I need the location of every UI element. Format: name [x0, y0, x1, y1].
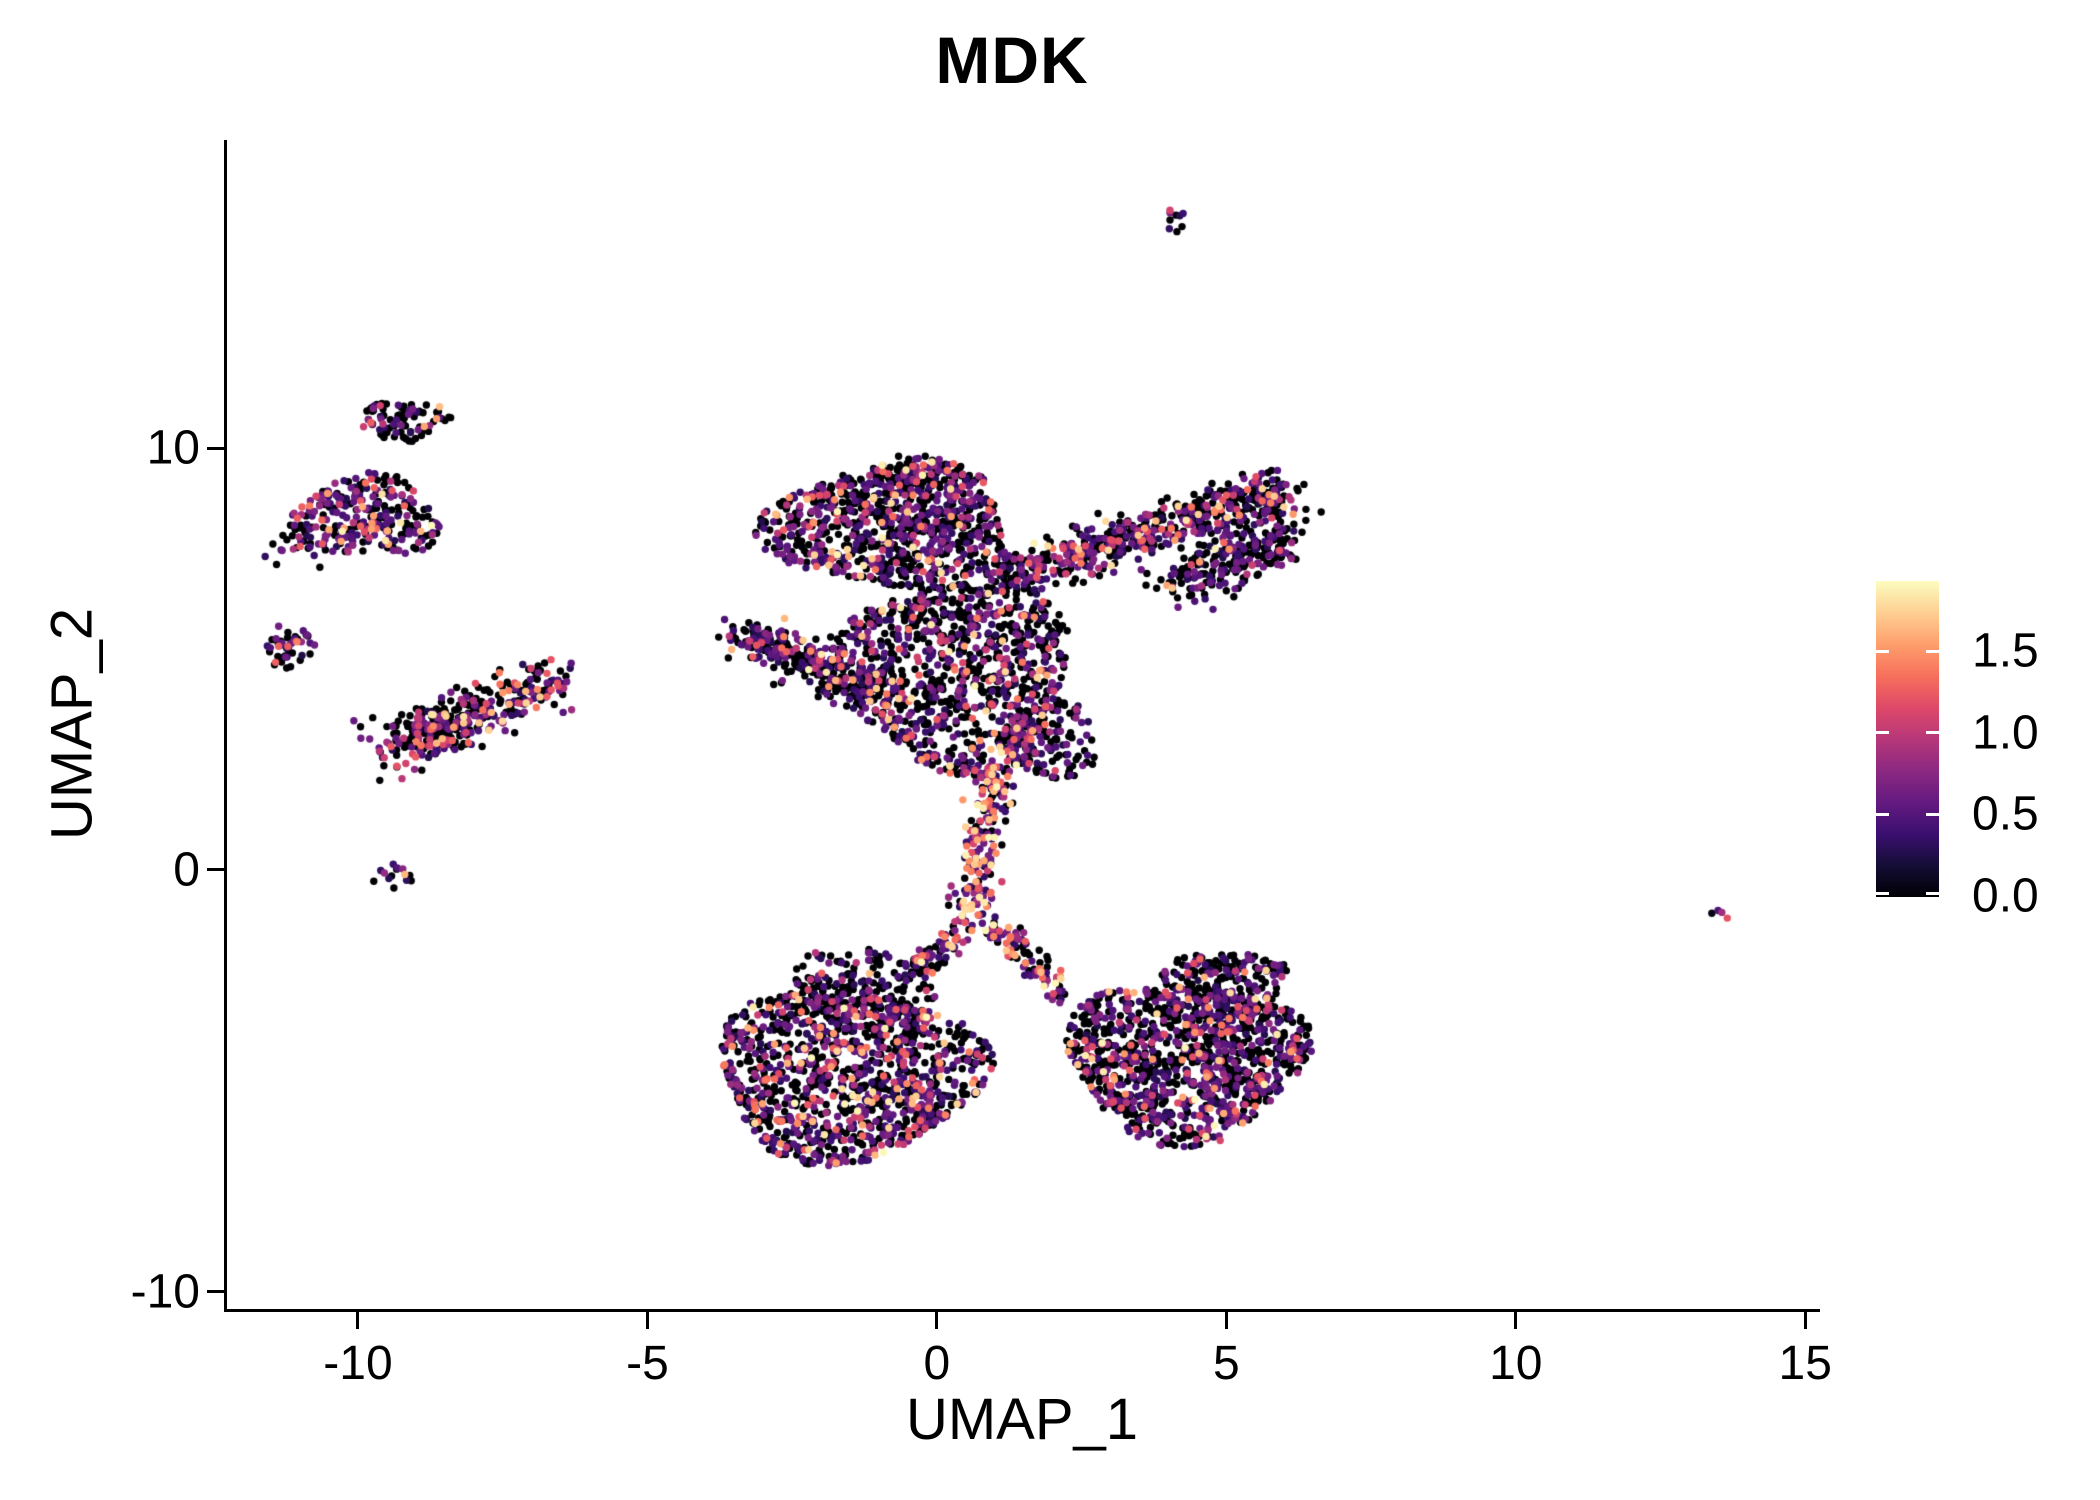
colorbar-tick-label: 0.0: [1972, 869, 2039, 923]
x-axis-line: [224, 1309, 1820, 1312]
colorbar-tick-dash: [1926, 891, 1939, 895]
x-tick-label: -5: [626, 1337, 669, 1390]
x-tick-mark: [1514, 1312, 1518, 1329]
colorbar-tick-dash: [1926, 649, 1939, 653]
x-tick-mark: [1803, 1312, 1807, 1329]
x-axis-title: UMAP_1: [905, 1387, 1139, 1452]
colorbar-tick-dash: [1876, 891, 1889, 895]
x-tick-mark: [935, 1312, 939, 1329]
y-tick-mark: [207, 446, 224, 450]
colorbar-tick-label: 0.5: [1972, 787, 2039, 841]
colorbar-tick-dash: [1926, 731, 1939, 735]
colorbar-gradient: [1876, 581, 1939, 897]
y-tick-label: 10: [146, 421, 200, 475]
x-tick-label: 15: [1778, 1337, 1832, 1390]
x-tick-label: 0: [923, 1337, 951, 1390]
y-axis-line: [224, 140, 227, 1311]
y-axis-title: UMAP_2: [39, 607, 105, 841]
y-tick-label: -10: [130, 1265, 200, 1319]
colorbar-tick-label: 1.0: [1972, 706, 2039, 760]
x-tick-label: 5: [1212, 1337, 1240, 1390]
colorbar-tick-label: 1.5: [1972, 624, 2039, 678]
y-tick-mark: [207, 1290, 224, 1294]
y-tick-label: 0: [173, 843, 200, 897]
colorbar-tick-dash: [1876, 731, 1889, 735]
x-tick-label: 10: [1489, 1337, 1543, 1390]
x-tick-mark: [645, 1312, 649, 1329]
colorbar-tick-dash: [1926, 812, 1939, 816]
x-tick-mark: [1224, 1312, 1228, 1329]
colorbar-tick-dash: [1876, 812, 1889, 816]
x-tick-label: -10: [323, 1337, 393, 1390]
colorbar-tick-dash: [1876, 649, 1889, 653]
x-tick-mark: [356, 1312, 360, 1329]
y-tick-mark: [207, 868, 224, 872]
